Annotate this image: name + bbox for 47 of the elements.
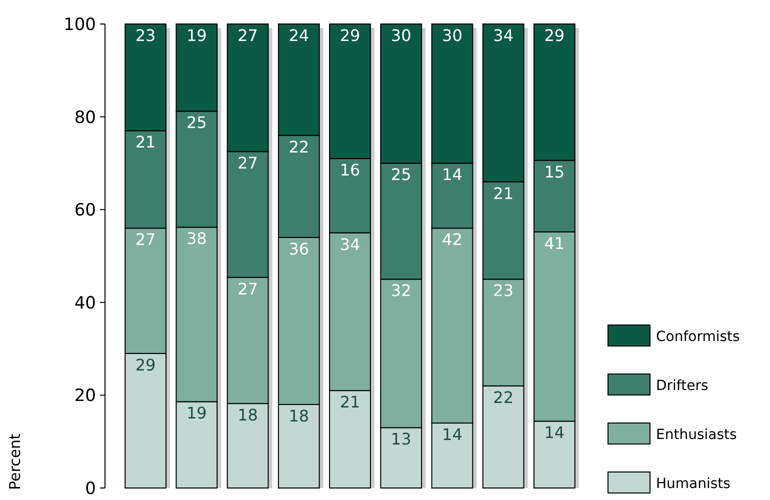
- data-label: 34: [493, 26, 514, 45]
- legend-label: Humanists: [656, 476, 730, 492]
- data-label: 27: [238, 26, 258, 45]
- data-label: 21: [340, 392, 360, 412]
- data-label: 14: [442, 425, 462, 444]
- data-label: 27: [135, 230, 156, 250]
- y-tick-label: 40: [74, 293, 96, 314]
- legend-label: Conformists: [656, 329, 740, 345]
- data-label: 23: [135, 26, 156, 45]
- y-tick-label: 80: [74, 108, 96, 128]
- data-label: 27: [238, 279, 258, 298]
- y-tick-label: 60: [74, 200, 96, 221]
- data-label: 30: [390, 26, 412, 45]
- legend-label: Drifters: [656, 378, 708, 394]
- data-label: 29: [340, 26, 360, 45]
- data-label: 36: [288, 239, 310, 258]
- y-tick-label: 20: [74, 386, 96, 406]
- data-label: 22: [288, 137, 310, 156]
- data-label: 23: [493, 281, 514, 300]
- data-label: 14: [442, 165, 462, 184]
- data-label: 18: [288, 406, 310, 426]
- data-label: 29: [544, 26, 565, 45]
- y-tick-label: 100: [64, 14, 96, 35]
- data-label: 30: [442, 26, 462, 45]
- data-label: 25: [390, 165, 412, 184]
- data-label: 16: [340, 160, 360, 180]
- data-label: 29: [135, 355, 156, 374]
- data-label: 27: [238, 154, 258, 173]
- data-label: 18: [238, 406, 258, 425]
- data-label: 22: [493, 388, 514, 407]
- y-axis-title: Percent: [6, 433, 24, 490]
- data-label: 13: [390, 430, 412, 449]
- data-label: 32: [390, 281, 412, 300]
- data-label: 21: [493, 184, 514, 203]
- data-label: 41: [544, 234, 565, 253]
- data-label: 19: [186, 26, 207, 45]
- data-label: 15: [544, 162, 565, 182]
- data-label: 14: [544, 423, 565, 442]
- data-label: 19: [186, 404, 207, 423]
- data-label: 25: [186, 113, 207, 132]
- legend-label: Enthusiasts: [656, 427, 737, 443]
- data-label: 38: [186, 229, 207, 248]
- y-tick-label: 0: [85, 478, 96, 499]
- data-label: 34: [340, 234, 360, 254]
- data-label: 24: [288, 26, 310, 45]
- data-label: 21: [135, 132, 156, 152]
- data-label: 42: [442, 230, 462, 250]
